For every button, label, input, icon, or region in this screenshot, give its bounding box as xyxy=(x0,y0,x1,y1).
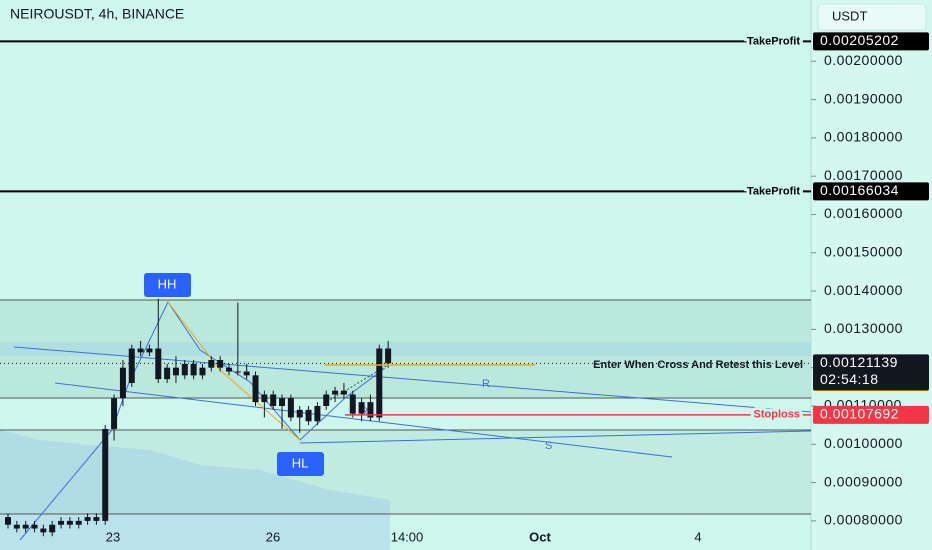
countdown: 02:54:18 xyxy=(820,371,879,387)
trend-lines xyxy=(13,300,812,541)
candle-body xyxy=(155,348,162,380)
candle-body xyxy=(367,402,374,418)
currency-box[interactable] xyxy=(817,3,927,31)
level-label: Stoploss xyxy=(754,409,800,421)
candle-body xyxy=(164,367,171,380)
zone-lines xyxy=(0,299,811,515)
trend-label: S xyxy=(545,440,552,452)
candle-body xyxy=(172,367,179,376)
level-label: TakeProfit xyxy=(747,35,800,47)
candle-body xyxy=(22,524,29,529)
hl-marker xyxy=(277,452,324,476)
y-tick-label: 0.00150000 xyxy=(824,243,903,259)
candle-body xyxy=(93,517,100,521)
x-tick-label: Oct xyxy=(529,529,551,544)
y-tick-label: 0.00100000 xyxy=(824,435,903,451)
trend-label: R xyxy=(482,378,490,390)
candle-body xyxy=(349,394,356,414)
candle-body xyxy=(146,348,153,353)
level-label: TakeProfit xyxy=(747,185,800,197)
y-tick-label: 0.00200000 xyxy=(824,52,903,68)
candle-body xyxy=(49,524,56,533)
trend-label: R xyxy=(361,407,368,418)
level-price-box xyxy=(813,405,929,424)
level-price: 0.00166034 xyxy=(820,182,899,198)
y-tick-label: 0.00080000 xyxy=(824,512,903,528)
candle-body xyxy=(234,371,241,373)
candle-body xyxy=(66,520,73,525)
candle-body xyxy=(5,517,11,525)
candle-body xyxy=(243,371,250,376)
candle-body xyxy=(252,375,259,403)
candle-body xyxy=(13,524,20,529)
zone xyxy=(0,342,811,356)
level-price: 0.00107692 xyxy=(820,406,899,422)
level-price-box xyxy=(813,182,929,201)
hh-label: HH xyxy=(158,276,177,291)
y-tick-label: 0.00160000 xyxy=(824,205,903,221)
candle-body xyxy=(314,405,321,422)
x-tick-label: 14:00 xyxy=(391,529,424,544)
candle-body xyxy=(376,348,383,418)
candle-body xyxy=(340,390,347,395)
x-tick-label: 23 xyxy=(106,529,120,544)
currency[interactable]: USDT xyxy=(832,8,867,23)
candle-body xyxy=(261,394,268,403)
candle-body xyxy=(84,517,91,521)
candle-body xyxy=(323,394,330,406)
level-price: 0.00205202 xyxy=(820,32,899,48)
candle-body xyxy=(199,367,206,376)
hl-label: HL xyxy=(292,455,309,470)
candle-body xyxy=(190,363,197,376)
candle-body xyxy=(58,520,65,525)
candle-body xyxy=(217,360,224,368)
candle-body xyxy=(102,428,109,521)
candle-body xyxy=(111,398,118,429)
y-tick-label: 0.00180000 xyxy=(824,129,903,145)
candle-body xyxy=(385,348,392,364)
candle-body xyxy=(296,409,303,418)
entry-label: Enter When Cross And Retest this Level xyxy=(593,359,803,371)
last-price-box xyxy=(813,354,929,391)
last-price: 0.00121139 xyxy=(820,354,898,370)
hh-marker xyxy=(144,273,191,297)
x-tick-label: 26 xyxy=(266,529,280,544)
x-tick-label: 4 xyxy=(694,529,701,544)
y-tick-label: 0.00190000 xyxy=(824,90,903,106)
candle-body xyxy=(181,363,188,376)
candle-body xyxy=(119,367,126,399)
candle-body xyxy=(40,528,47,533)
price-axis-bg xyxy=(811,0,932,550)
candle-body xyxy=(332,390,339,395)
y-tick-label: 0.00130000 xyxy=(824,320,903,336)
chart-title: NEIROUSDT, 4h, BINANCE xyxy=(10,6,184,22)
candle-body xyxy=(31,524,38,529)
candle-body xyxy=(208,360,215,368)
candle-body xyxy=(279,398,286,406)
y-tick-label: 0.00170000 xyxy=(824,167,903,183)
candle-body xyxy=(226,367,232,372)
candle-body xyxy=(287,398,294,418)
y-tick-label: 0.00140000 xyxy=(824,282,903,298)
candle-body xyxy=(137,348,144,353)
candle-body xyxy=(358,402,365,414)
candle-body xyxy=(270,394,277,406)
level-price-box xyxy=(813,32,929,51)
candle-body xyxy=(128,348,135,384)
candle-body xyxy=(75,520,82,525)
candle-body xyxy=(305,409,312,422)
y-tick-label: 0.00090000 xyxy=(824,473,903,489)
